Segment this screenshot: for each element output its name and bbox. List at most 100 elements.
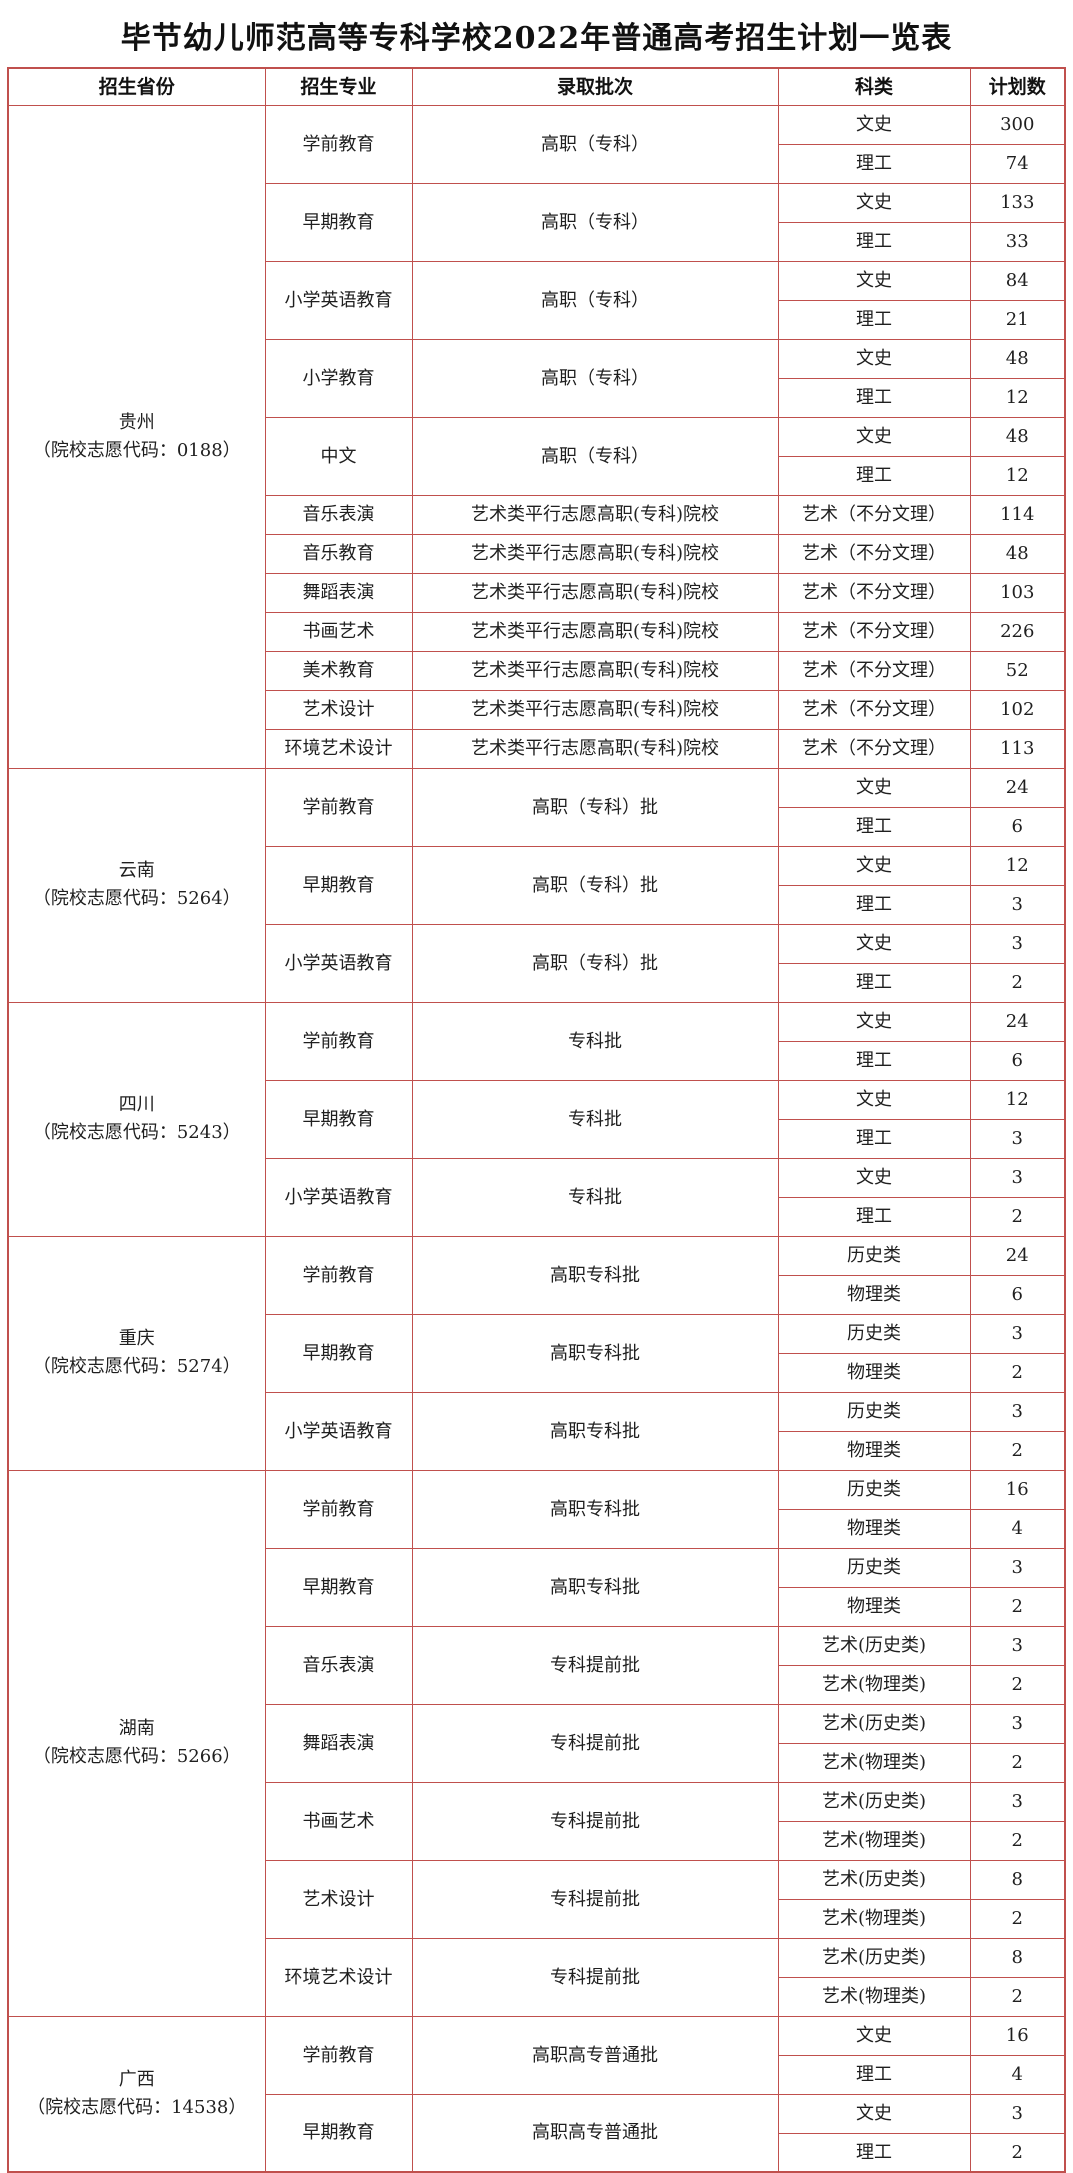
- batch-cell: 艺术类平行志愿高职(专科)院校: [411, 533, 779, 574]
- category-cell: 理工: [777, 1196, 971, 1237]
- table-row: 舞蹈表演 专科提前批 艺术(历史类) 3: [8, 1703, 1066, 1783]
- category-cell: 物理类: [777, 1586, 971, 1627]
- table-row: 艺术设计 专科提前批 艺术(历史类) 8: [8, 1859, 1066, 1939]
- plan-count-cell: 84: [969, 260, 1066, 301]
- table-row: 物理类 2: [8, 1430, 1066, 1471]
- plan-count-cell: 2: [969, 1820, 1066, 1861]
- plan-count-cell: 24: [969, 1235, 1066, 1276]
- category-cell: 物理类: [777, 1430, 971, 1471]
- batch-cell: 高职专科批: [411, 1547, 779, 1627]
- table-row: 理工 2: [8, 1196, 1066, 1237]
- header-province: 招生省份: [7, 67, 266, 106]
- batch-cell: 高职（专科）: [411, 416, 779, 496]
- category-cell: 艺术（不分文理）: [777, 650, 971, 691]
- plan-count-cell: 2: [969, 1898, 1066, 1939]
- major-cell: 音乐表演: [264, 1625, 413, 1705]
- plan-count-cell: 8: [969, 1859, 1066, 1900]
- major-cell: 舞蹈表演: [264, 1703, 413, 1783]
- plan-count-cell: 3: [969, 884, 1066, 925]
- table-header: 招生省份 招生专业 录取批次 科类 计划数: [7, 67, 1066, 106]
- enrollment-table: 招生省份 招生专业 录取批次 科类 计划数 贵州 （院校志愿代码：0188） 学前教…: [7, 67, 1066, 2173]
- batch-cell: 高职（专科）: [411, 260, 779, 340]
- category-cell: 历史类: [777, 1313, 971, 1354]
- batch-cell: 专科提前批: [411, 1781, 779, 1861]
- table-row: 艺术(物理类) 2: [8, 1898, 1066, 1939]
- major-cell: 环境艺术设计: [264, 728, 413, 769]
- batch-cell: 艺术类平行志愿高职(专科)院校: [411, 689, 779, 730]
- table-row: 中文 高职（专科） 文史 48: [8, 416, 1066, 496]
- batch-cell: 艺术类平行志愿高职(专科)院校: [411, 494, 779, 535]
- category-cell: 文史: [777, 2093, 971, 2134]
- plan-count-cell: 48: [969, 533, 1066, 574]
- province-code: （院校志愿代码：14538）: [27, 2096, 247, 2118]
- major-cell: 学前教育: [264, 1469, 413, 1549]
- plan-count-cell: 2: [969, 1742, 1066, 1783]
- category-cell: 物理类: [777, 1274, 971, 1315]
- category-cell: 理工: [777, 455, 971, 496]
- batch-cell: 高职专科批: [411, 1235, 779, 1315]
- province-cell: 湖南 （院校志愿代码：5266）: [7, 1469, 266, 2017]
- plan-count-cell: 6: [969, 1040, 1066, 1081]
- table-row: 物理类 6: [8, 1274, 1066, 1315]
- batch-cell: 专科批: [411, 1157, 779, 1237]
- table-row: 理工 4: [8, 2054, 1066, 2095]
- category-cell: 文史: [777, 260, 971, 301]
- category-cell: 艺术（不分文理）: [777, 611, 971, 652]
- plan-count-cell: 4: [969, 2054, 1066, 2095]
- major-cell: 中文: [264, 416, 413, 496]
- header-batch: 录取批次: [411, 67, 779, 106]
- category-cell: 物理类: [777, 1352, 971, 1393]
- table-row: 艺术(物理类) 2: [8, 1976, 1066, 2017]
- category-cell: 理工: [777, 884, 971, 925]
- plan-count-cell: 12: [969, 377, 1066, 418]
- category-cell: 艺术（不分文理）: [777, 572, 971, 613]
- table-row: 小学英语教育 高职（专科） 文史 84: [8, 260, 1066, 340]
- batch-cell: 高职专科批: [411, 1391, 779, 1471]
- category-cell: 文史: [777, 1157, 971, 1198]
- plan-count-cell: 3: [969, 1547, 1066, 1588]
- table-row: 艺术(物理类) 2: [8, 1664, 1066, 1705]
- plan-count-cell: 133: [969, 182, 1066, 223]
- province-code: （院校志愿代码：5274）: [32, 1356, 241, 1377]
- category-cell: 理工: [777, 143, 971, 184]
- table-row: 早期教育 高职（专科）批 文史 12: [8, 845, 1066, 925]
- province-code: （院校志愿代码：5266）: [32, 1746, 241, 1767]
- province-cell: 贵州 （院校志愿代码：0188）: [7, 104, 266, 769]
- plan-count-cell: 3: [969, 1391, 1066, 1432]
- major-cell: 早期教育: [264, 1313, 413, 1393]
- table-row: 艺术设计 艺术类平行志愿高职(专科)院校 艺术（不分文理） 102: [8, 689, 1066, 730]
- batch-cell: 艺术类平行志愿高职(专科)院校: [411, 611, 779, 652]
- category-cell: 艺术(历史类): [777, 1937, 971, 1978]
- header-category: 科类: [777, 67, 971, 106]
- table-row: 音乐教育 艺术类平行志愿高职(专科)院校 艺术（不分文理） 48: [8, 533, 1066, 574]
- table-row: 早期教育 高职高专普通批 文史 3: [8, 2093, 1066, 2173]
- plan-count-cell: 3: [969, 1118, 1066, 1159]
- plan-count-cell: 12: [969, 455, 1066, 496]
- major-cell: 书画艺术: [264, 611, 413, 652]
- table-row: 物理类 2: [8, 1352, 1066, 1393]
- batch-cell: 专科提前批: [411, 1937, 779, 2017]
- major-cell: 小学教育: [264, 338, 413, 418]
- page-title: 毕节幼儿师范高等专科学校2022年普通高考招生计划一览表: [120, 21, 953, 56]
- category-cell: 文史: [777, 416, 971, 457]
- category-cell: 艺术（不分文理）: [777, 494, 971, 535]
- category-cell: 文史: [777, 845, 971, 886]
- category-cell: 物理类: [777, 1508, 971, 1549]
- plan-count-cell: 3: [969, 1703, 1066, 1744]
- category-cell: 艺术（不分文理）: [777, 533, 971, 574]
- table-row: 小学英语教育 专科批 文史 3: [8, 1157, 1066, 1237]
- plan-count-cell: 103: [969, 572, 1066, 613]
- province-cell: 广西 （院校志愿代码：14538）: [7, 2015, 266, 2173]
- batch-cell: 高职（专科）: [411, 182, 779, 262]
- major-cell: 早期教育: [264, 2093, 413, 2173]
- category-cell: 艺术(历史类): [777, 1859, 971, 1900]
- batch-cell: 高职（专科）批: [411, 845, 779, 925]
- table-row: 环境艺术设计 专科提前批 艺术(历史类) 8: [8, 1937, 1066, 2017]
- major-cell: 学前教育: [264, 1001, 413, 1081]
- category-cell: 艺术(物理类): [777, 1820, 971, 1861]
- table-row: 早期教育 高职专科批 历史类 3: [8, 1313, 1066, 1393]
- table-row: 音乐表演 专科提前批 艺术(历史类) 3: [8, 1625, 1066, 1705]
- table-row: 早期教育 专科批 文史 12: [8, 1079, 1066, 1159]
- table-row: 早期教育 高职（专科） 文史 133: [8, 182, 1066, 262]
- batch-cell: 高职专科批: [411, 1469, 779, 1549]
